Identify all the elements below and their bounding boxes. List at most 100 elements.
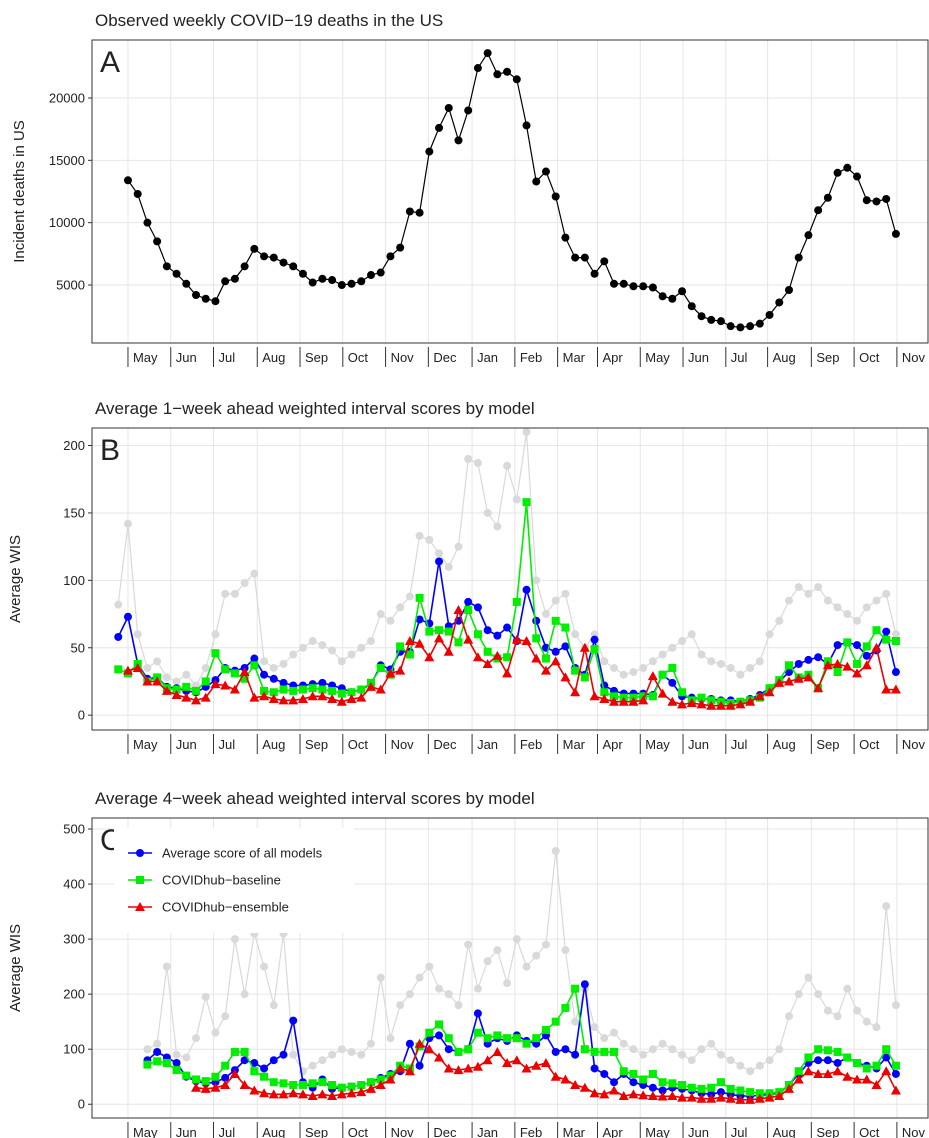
marker	[764, 1092, 775, 1102]
marker	[201, 992, 210, 1001]
marker	[143, 1060, 152, 1069]
marker	[482, 658, 493, 668]
marker	[435, 1031, 444, 1040]
marker	[639, 1050, 648, 1059]
marker	[881, 684, 892, 694]
marker	[435, 123, 444, 132]
marker	[473, 64, 482, 73]
marker	[726, 1056, 735, 1065]
marker	[891, 229, 900, 238]
marker	[862, 603, 871, 612]
marker	[221, 589, 230, 598]
marker	[366, 1039, 375, 1048]
marker	[356, 1087, 367, 1097]
marker	[250, 244, 259, 253]
x-tick-label: Jan	[477, 737, 498, 752]
marker	[250, 1067, 259, 1076]
x-tick-label: Aug	[262, 1125, 285, 1138]
marker	[726, 1084, 735, 1093]
marker	[746, 1067, 755, 1076]
marker	[425, 962, 434, 971]
marker	[754, 691, 765, 701]
marker	[318, 274, 327, 283]
marker	[823, 1006, 832, 1015]
x-tick-label: Nov	[902, 737, 926, 752]
marker	[531, 653, 542, 663]
marker	[365, 1083, 376, 1093]
marker	[746, 322, 755, 331]
marker	[153, 1057, 162, 1066]
marker	[288, 1088, 299, 1098]
marker	[804, 973, 813, 982]
marker	[503, 461, 512, 470]
marker	[783, 676, 794, 686]
marker	[318, 1056, 327, 1065]
marker	[532, 177, 541, 186]
marker	[153, 237, 162, 246]
marker	[182, 279, 191, 288]
marker	[375, 684, 386, 694]
marker	[610, 1047, 619, 1056]
marker	[201, 663, 210, 672]
marker	[308, 1061, 317, 1070]
marker	[161, 685, 172, 695]
marker	[512, 495, 521, 504]
marker	[697, 650, 706, 659]
marker	[794, 583, 803, 592]
marker	[755, 657, 764, 666]
marker	[678, 1080, 687, 1089]
marker	[590, 635, 599, 644]
marker	[268, 693, 279, 703]
marker	[297, 1089, 308, 1099]
marker	[794, 659, 803, 668]
marker	[852, 1074, 863, 1084]
marker	[853, 1058, 862, 1067]
marker	[736, 323, 745, 332]
marker	[755, 319, 764, 328]
marker	[610, 279, 619, 288]
marker	[415, 593, 424, 602]
marker	[628, 696, 639, 706]
marker	[696, 1093, 707, 1103]
marker	[143, 1045, 152, 1054]
marker	[240, 579, 249, 588]
marker	[269, 1001, 278, 1010]
marker	[503, 623, 512, 632]
marker	[317, 691, 328, 701]
marker	[211, 297, 220, 306]
marker	[404, 1066, 415, 1076]
y-axis-title: Incident deaths in US	[11, 120, 28, 263]
y-tick-label: 200	[63, 438, 85, 453]
marker	[405, 990, 414, 999]
marker	[464, 606, 473, 615]
marker	[571, 1017, 580, 1026]
marker	[337, 657, 346, 666]
marker	[891, 630, 900, 639]
marker	[629, 1069, 638, 1078]
marker	[512, 75, 521, 84]
marker	[833, 603, 842, 612]
marker	[434, 633, 445, 643]
marker	[376, 1075, 385, 1084]
marker	[279, 659, 288, 668]
marker	[357, 643, 366, 652]
marker	[425, 535, 434, 544]
series-layer	[114, 428, 901, 710]
x-tick-label: Aug	[262, 350, 285, 365]
marker	[677, 699, 688, 709]
marker	[784, 661, 793, 670]
marker	[571, 984, 580, 993]
marker	[532, 576, 541, 585]
marker	[483, 508, 492, 517]
marker	[395, 665, 406, 675]
marker	[201, 677, 210, 686]
marker	[668, 678, 677, 687]
marker	[862, 1064, 871, 1073]
marker	[861, 660, 872, 670]
marker	[590, 1064, 599, 1073]
marker	[463, 1063, 474, 1073]
marker	[230, 1047, 239, 1056]
marker	[638, 1090, 649, 1100]
marker	[872, 197, 881, 206]
marker	[337, 1083, 346, 1092]
